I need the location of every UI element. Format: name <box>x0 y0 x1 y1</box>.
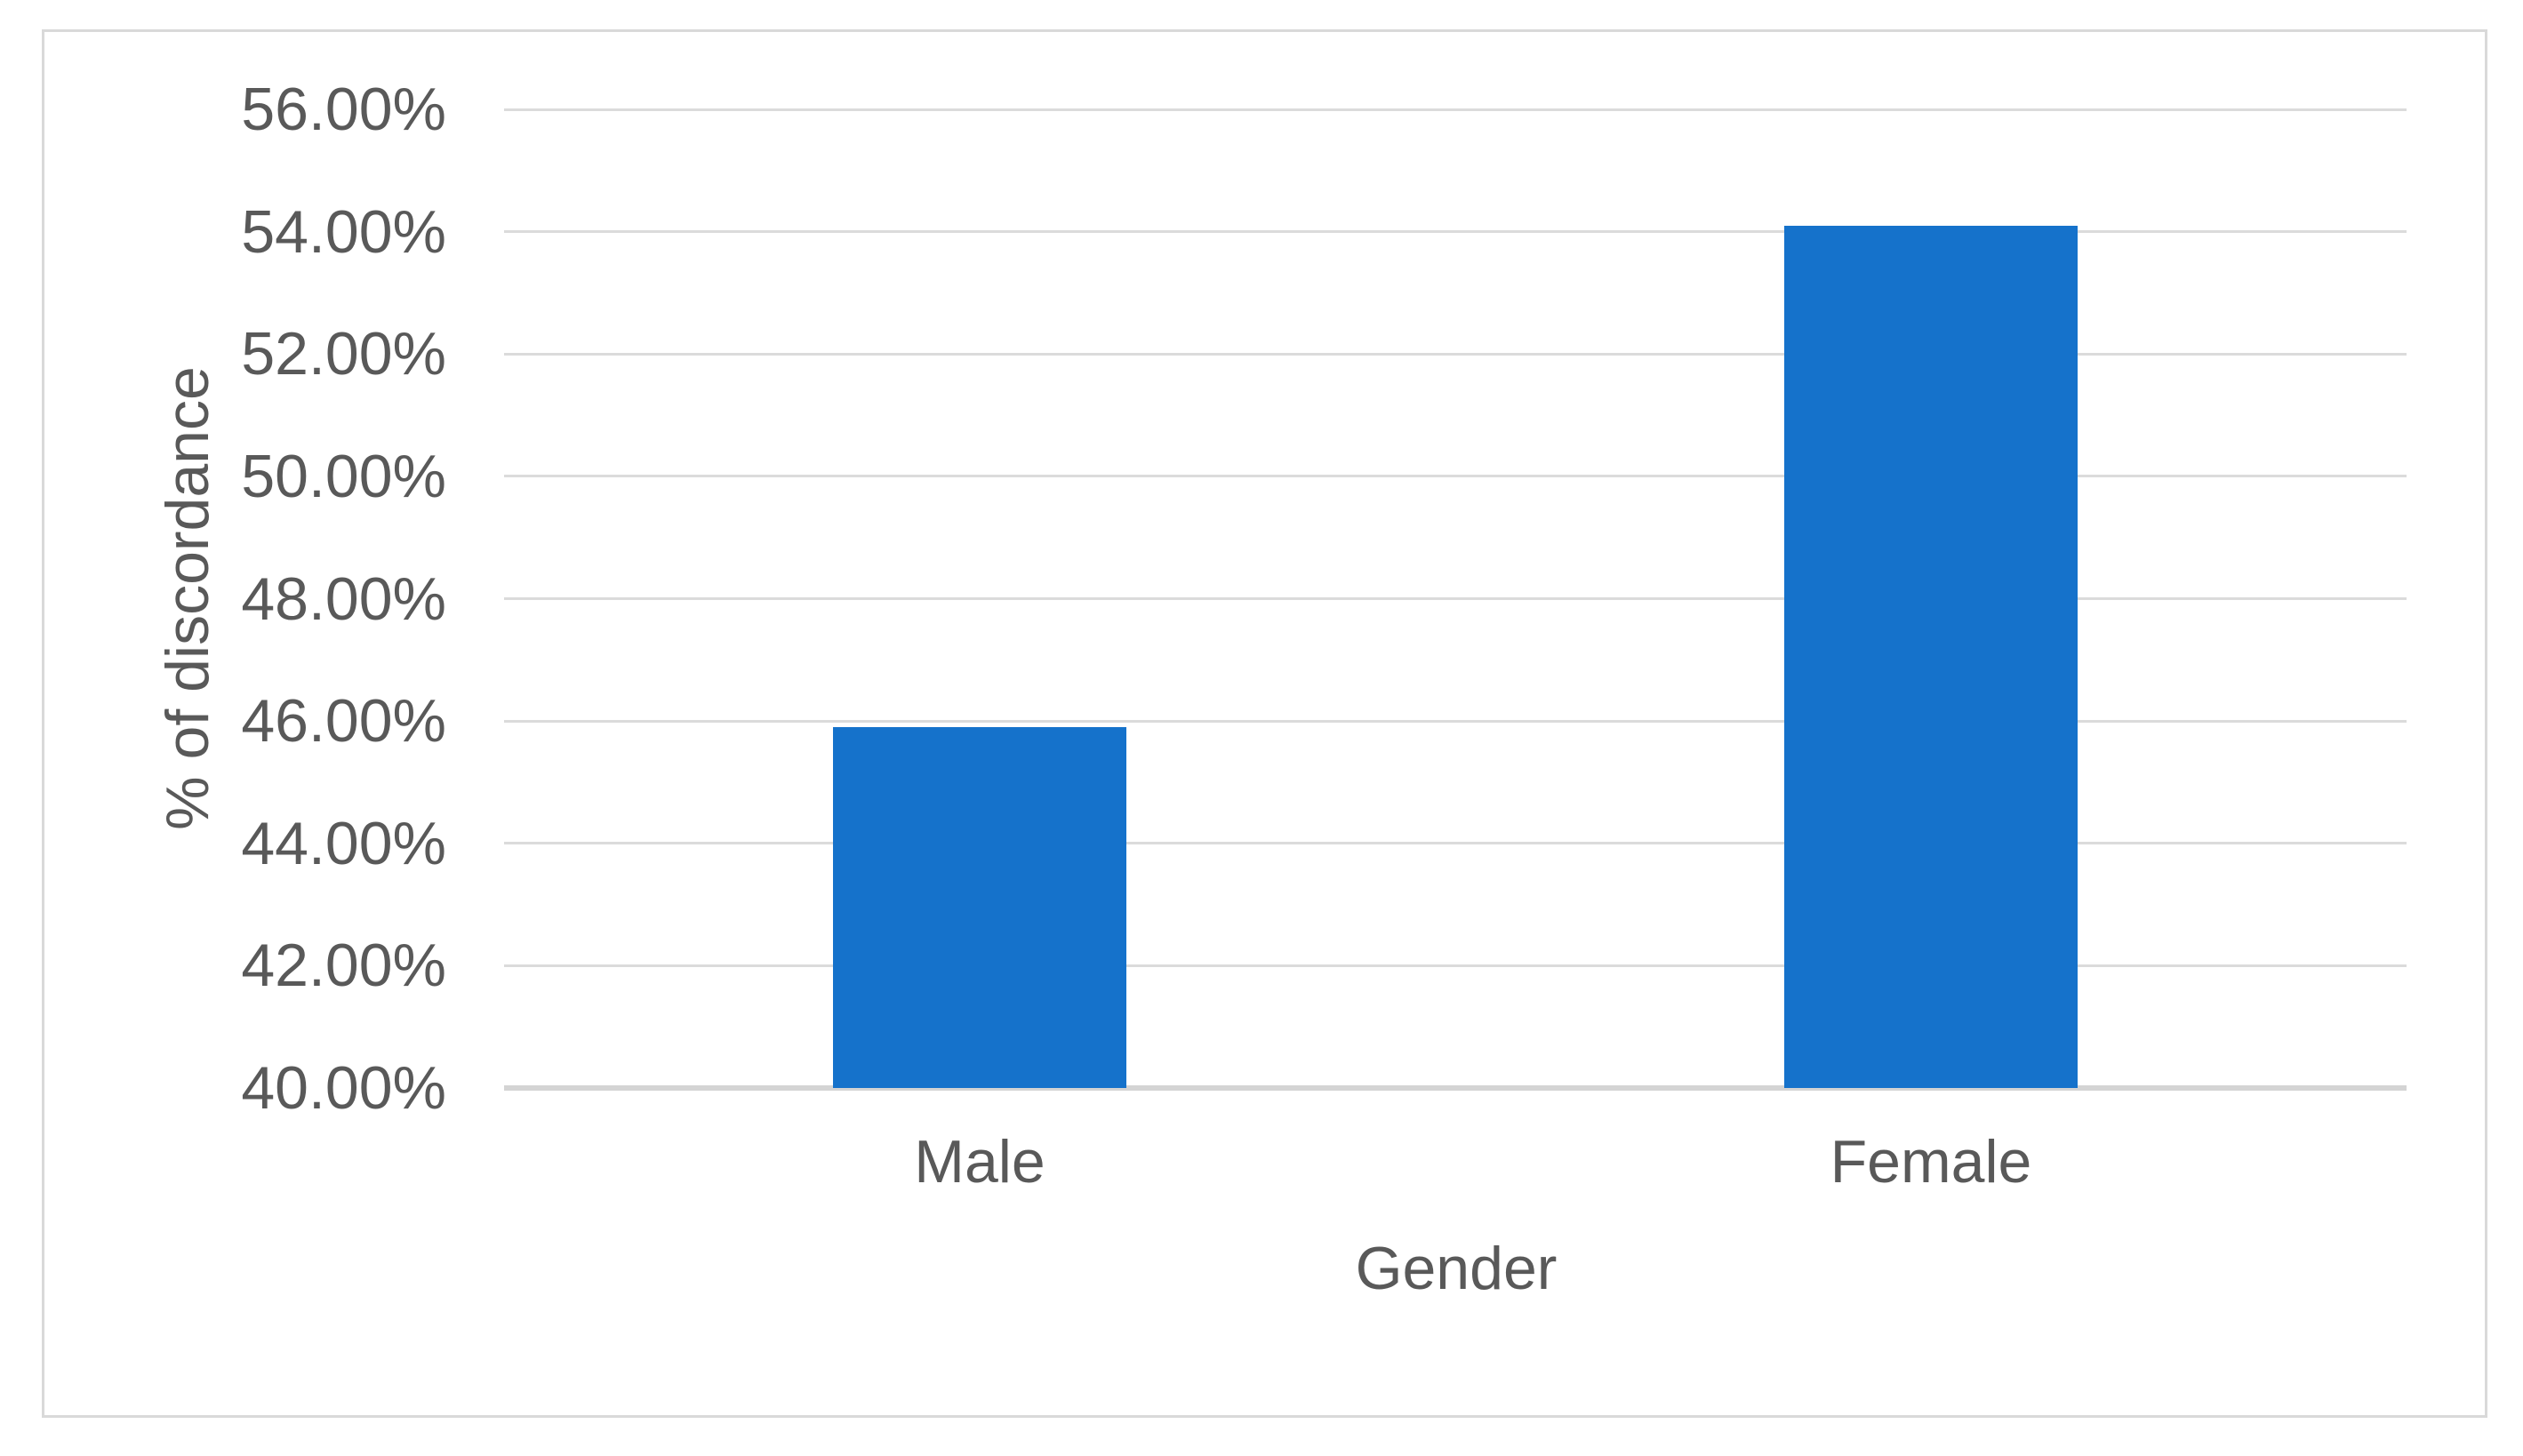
gridline <box>504 964 2407 967</box>
bar-male <box>833 727 1126 1088</box>
x-category-label-female: Female <box>1830 1128 2032 1196</box>
gridline <box>504 842 2407 845</box>
bar-female <box>1784 225 2078 1088</box>
x-category-label-male: Male <box>914 1128 1045 1196</box>
x-axis-line <box>504 1085 2407 1091</box>
gridline <box>504 597 2407 600</box>
x-axis-title: Gender <box>1355 1235 1558 1302</box>
y-tick-label: 50.00% <box>241 442 446 510</box>
y-tick-label: 40.00% <box>241 1054 446 1122</box>
y-tick-label: 52.00% <box>241 320 446 388</box>
y-tick-label: 46.00% <box>241 687 446 756</box>
gridline <box>504 352 2407 356</box>
y-tick-label: 42.00% <box>241 932 446 1000</box>
gridline <box>504 719 2407 723</box>
gridline <box>504 475 2407 478</box>
y-tick-label: 54.00% <box>241 197 446 266</box>
gridline <box>504 230 2407 234</box>
gridline <box>504 108 2407 111</box>
y-tick-label: 48.00% <box>241 564 446 633</box>
chart-frame <box>42 29 2487 1418</box>
y-tick-label: 56.00% <box>241 76 446 143</box>
y-tick-label: 44.00% <box>241 809 446 877</box>
y-axis-title: % of discordance <box>154 366 221 830</box>
